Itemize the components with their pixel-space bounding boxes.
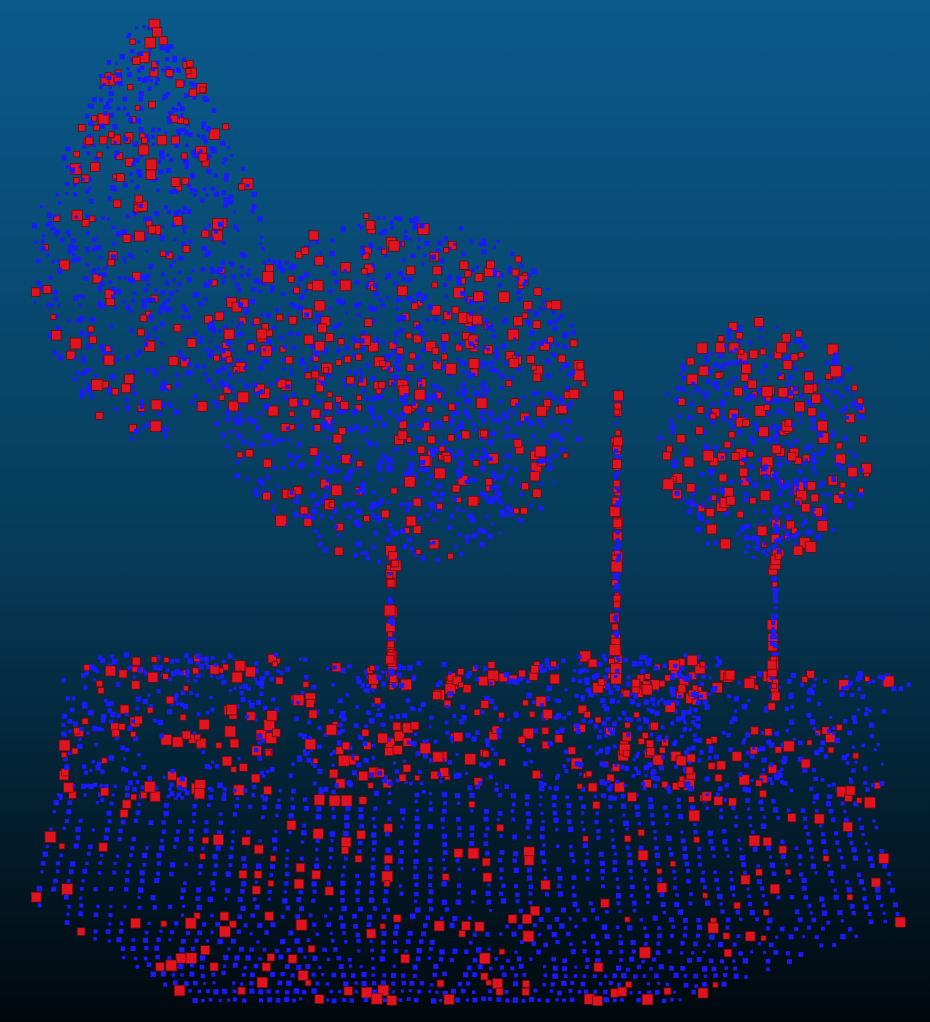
tree-left-canopy-points xyxy=(31,18,272,441)
tree-center-trunk-points xyxy=(383,545,399,691)
ground-points xyxy=(30,782,906,1007)
point-cloud-points xyxy=(30,18,911,1007)
pole-points xyxy=(608,390,624,691)
bush-right-points xyxy=(598,669,911,804)
bush-left-points xyxy=(58,652,308,802)
tree-right-canopy-points xyxy=(657,317,872,561)
tree-center-canopy-points xyxy=(214,212,588,572)
bush-center-right-points xyxy=(513,650,723,794)
